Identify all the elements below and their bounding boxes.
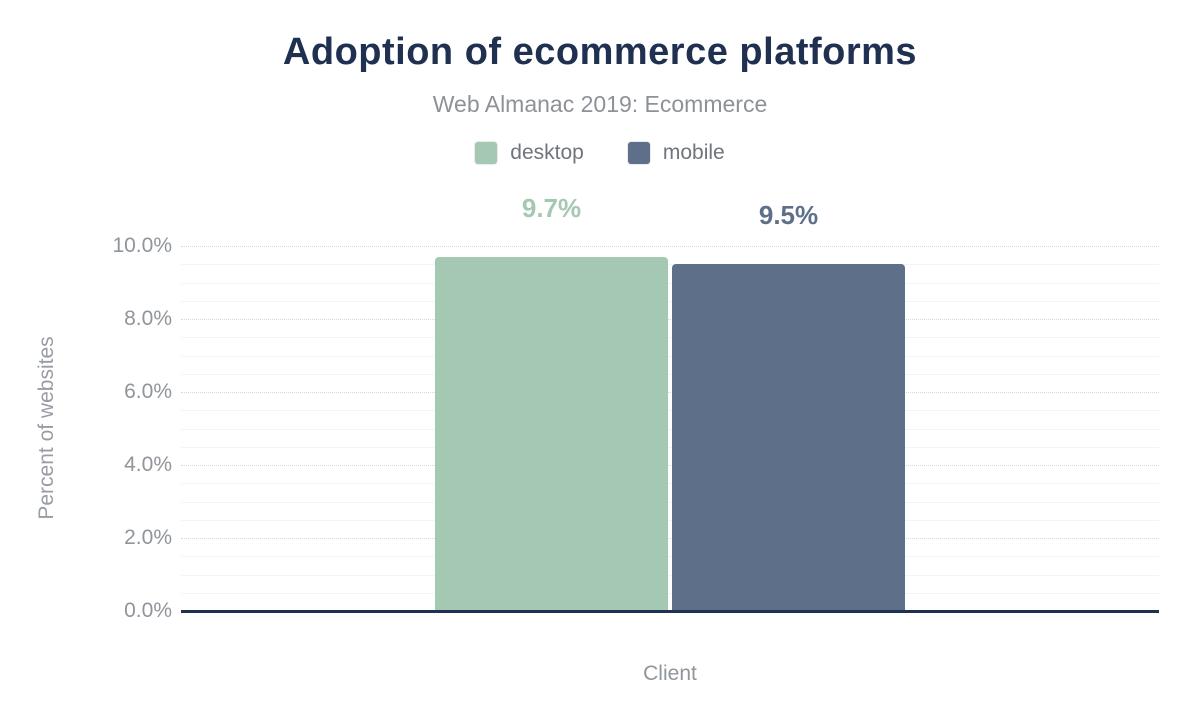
minor-gridline: [181, 501, 1159, 503]
legend-item-mobile[interactable]: mobile: [627, 141, 725, 165]
chart-subtitle: Web Almanac 2019: Ecommerce: [432, 91, 768, 117]
mobile-series-swatch-icon: [627, 142, 650, 164]
x-axis-line: [181, 610, 1159, 613]
minor-gridline: [181, 574, 1159, 576]
y-tick-label: 0.0%: [124, 599, 172, 622]
desktop-series-swatch-icon: [475, 142, 498, 164]
minor-gridline: [181, 519, 1159, 521]
minor-gridline: [181, 282, 1159, 284]
major-gridline: [181, 465, 1159, 466]
y-tick-label: 2.0%: [124, 526, 172, 549]
minor-gridline: [181, 355, 1159, 357]
legend: desktop mobile: [0, 141, 1200, 165]
y-axis-title: Percent of websites: [35, 336, 58, 520]
major-gridline: [181, 246, 1159, 247]
minor-gridline: [181, 264, 1159, 266]
mobile-bar[interactable]: [672, 264, 905, 611]
minor-gridline: [181, 410, 1159, 412]
mobile-value-label: 9.5%: [758, 200, 819, 231]
minor-gridline: [181, 337, 1159, 339]
legend-label-desktop: desktop: [510, 141, 584, 164]
desktop-value-label: 9.7%: [521, 192, 582, 223]
y-tick-label: 8.0%: [124, 307, 172, 330]
minor-gridline: [181, 446, 1159, 448]
desktop-bar[interactable]: [435, 256, 668, 611]
minor-gridline: [181, 300, 1159, 302]
y-tick-label: 4.0%: [124, 453, 172, 476]
minor-gridline: [181, 483, 1159, 485]
legend-item-desktop[interactable]: desktop: [475, 141, 584, 165]
y-tick-label: 10.0%: [112, 234, 172, 257]
minor-gridline: [181, 556, 1159, 558]
major-gridline: [181, 392, 1159, 393]
minor-gridline: [181, 592, 1159, 594]
x-axis-title: Client: [643, 662, 697, 685]
chart-title: Adoption of ecommerce platforms: [282, 31, 918, 73]
y-tick-label: 6.0%: [124, 380, 172, 403]
minor-gridline: [181, 428, 1159, 430]
legend-label-mobile: mobile: [662, 141, 725, 164]
major-gridline: [181, 319, 1159, 320]
major-gridline: [181, 538, 1159, 539]
minor-gridline: [181, 373, 1159, 375]
